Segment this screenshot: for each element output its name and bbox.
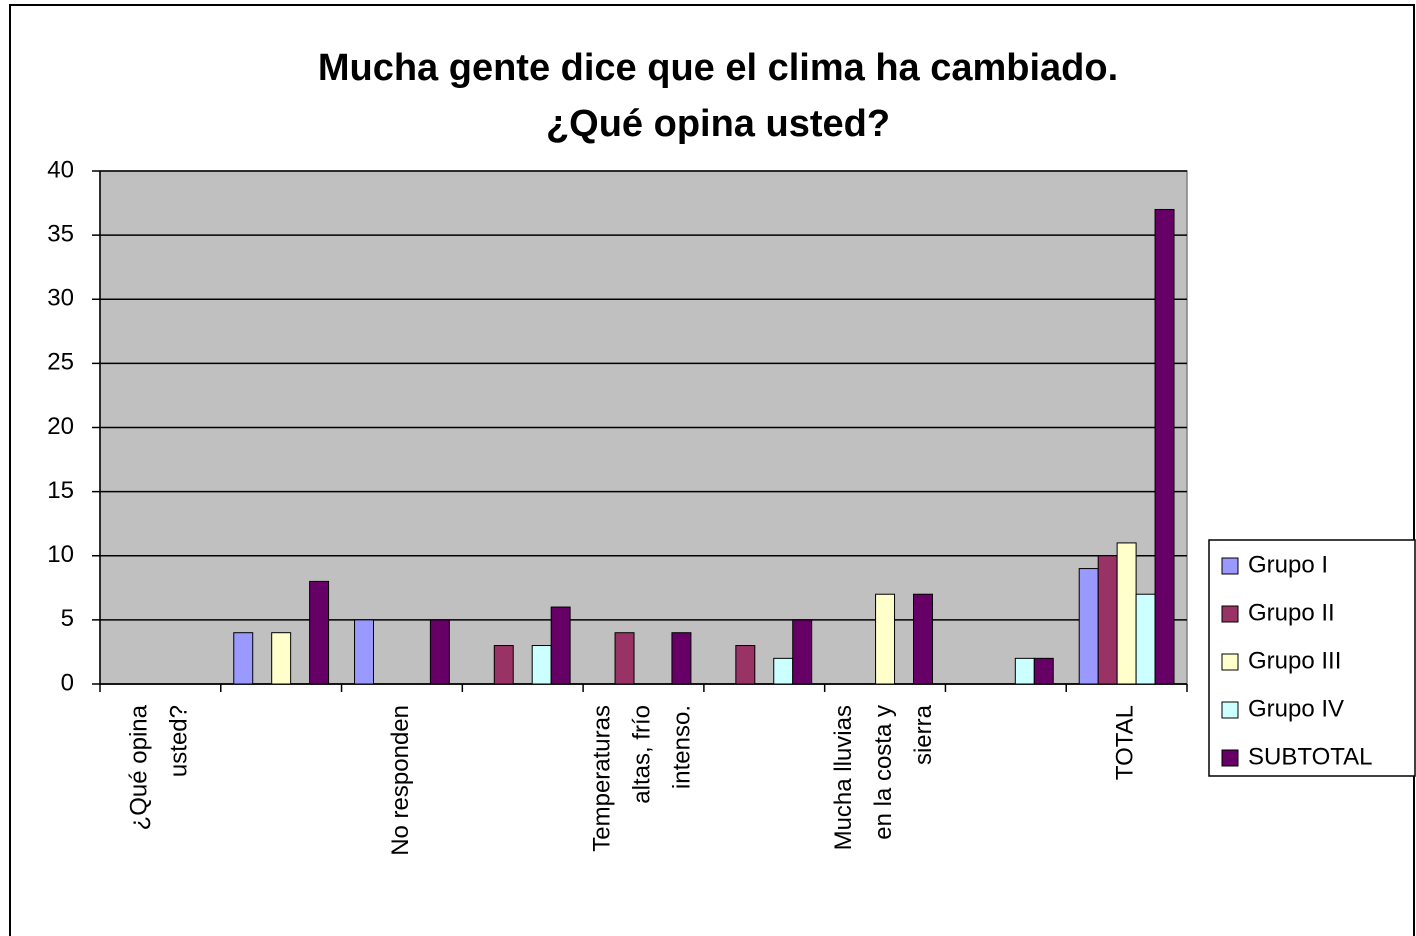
legend-swatch: [1221, 749, 1239, 767]
bar: [1097, 555, 1118, 685]
x-tick-label: No responden: [387, 705, 414, 856]
bar: [1135, 593, 1156, 685]
y-tick-label: 30: [47, 285, 74, 312]
bar: [614, 632, 635, 685]
bar: [493, 645, 514, 685]
legend-box: [1208, 539, 1416, 777]
bar: [1014, 657, 1035, 685]
bar: [1154, 208, 1175, 685]
bar: [1116, 542, 1137, 685]
legend-label: Grupo I: [1248, 551, 1328, 578]
bar: [671, 632, 692, 685]
legend-label: Grupo II: [1248, 599, 1335, 626]
bar: [271, 632, 292, 685]
bar: [354, 619, 375, 685]
bar: [429, 619, 450, 685]
bar: [875, 593, 896, 685]
bar: [531, 645, 552, 685]
y-tick-label: 20: [47, 413, 74, 440]
bar: [735, 645, 756, 685]
bar: [233, 632, 254, 685]
y-tick-label: 0: [61, 669, 74, 696]
y-tick-label: 40: [47, 156, 74, 183]
bar: [792, 619, 813, 685]
bar: [912, 593, 933, 685]
bar: [550, 606, 571, 685]
legend-swatch: [1221, 701, 1239, 719]
legend-swatch: [1221, 557, 1239, 575]
legend-label: Grupo IV: [1248, 695, 1344, 722]
legend-swatch: [1221, 653, 1239, 671]
legend-swatch: [1221, 605, 1239, 623]
y-tick-label: 35: [47, 220, 74, 247]
bar: [1078, 568, 1099, 685]
x-tick-label: ¿Qué opina usted?: [126, 704, 193, 830]
y-tick-label: 10: [47, 541, 74, 568]
x-tick-label: Temperaturas altas, frío intenso.: [589, 705, 696, 852]
y-tick-label: 15: [47, 477, 74, 504]
bar: [1033, 657, 1054, 685]
y-tick-label: 5: [61, 605, 74, 632]
y-tick-label: 25: [47, 349, 74, 376]
bar: [773, 657, 794, 685]
bar: [309, 580, 330, 685]
legend-label: Grupo III: [1248, 647, 1341, 674]
legend-label: SUBTOTAL: [1248, 743, 1372, 770]
chart-title: Mucha gente dice que el clima ha cambiad…: [318, 47, 1118, 145]
x-tick-label: Mucha lluvias en la costa y sierra: [830, 704, 937, 850]
x-tick-label: TOTAL: [1112, 705, 1139, 780]
